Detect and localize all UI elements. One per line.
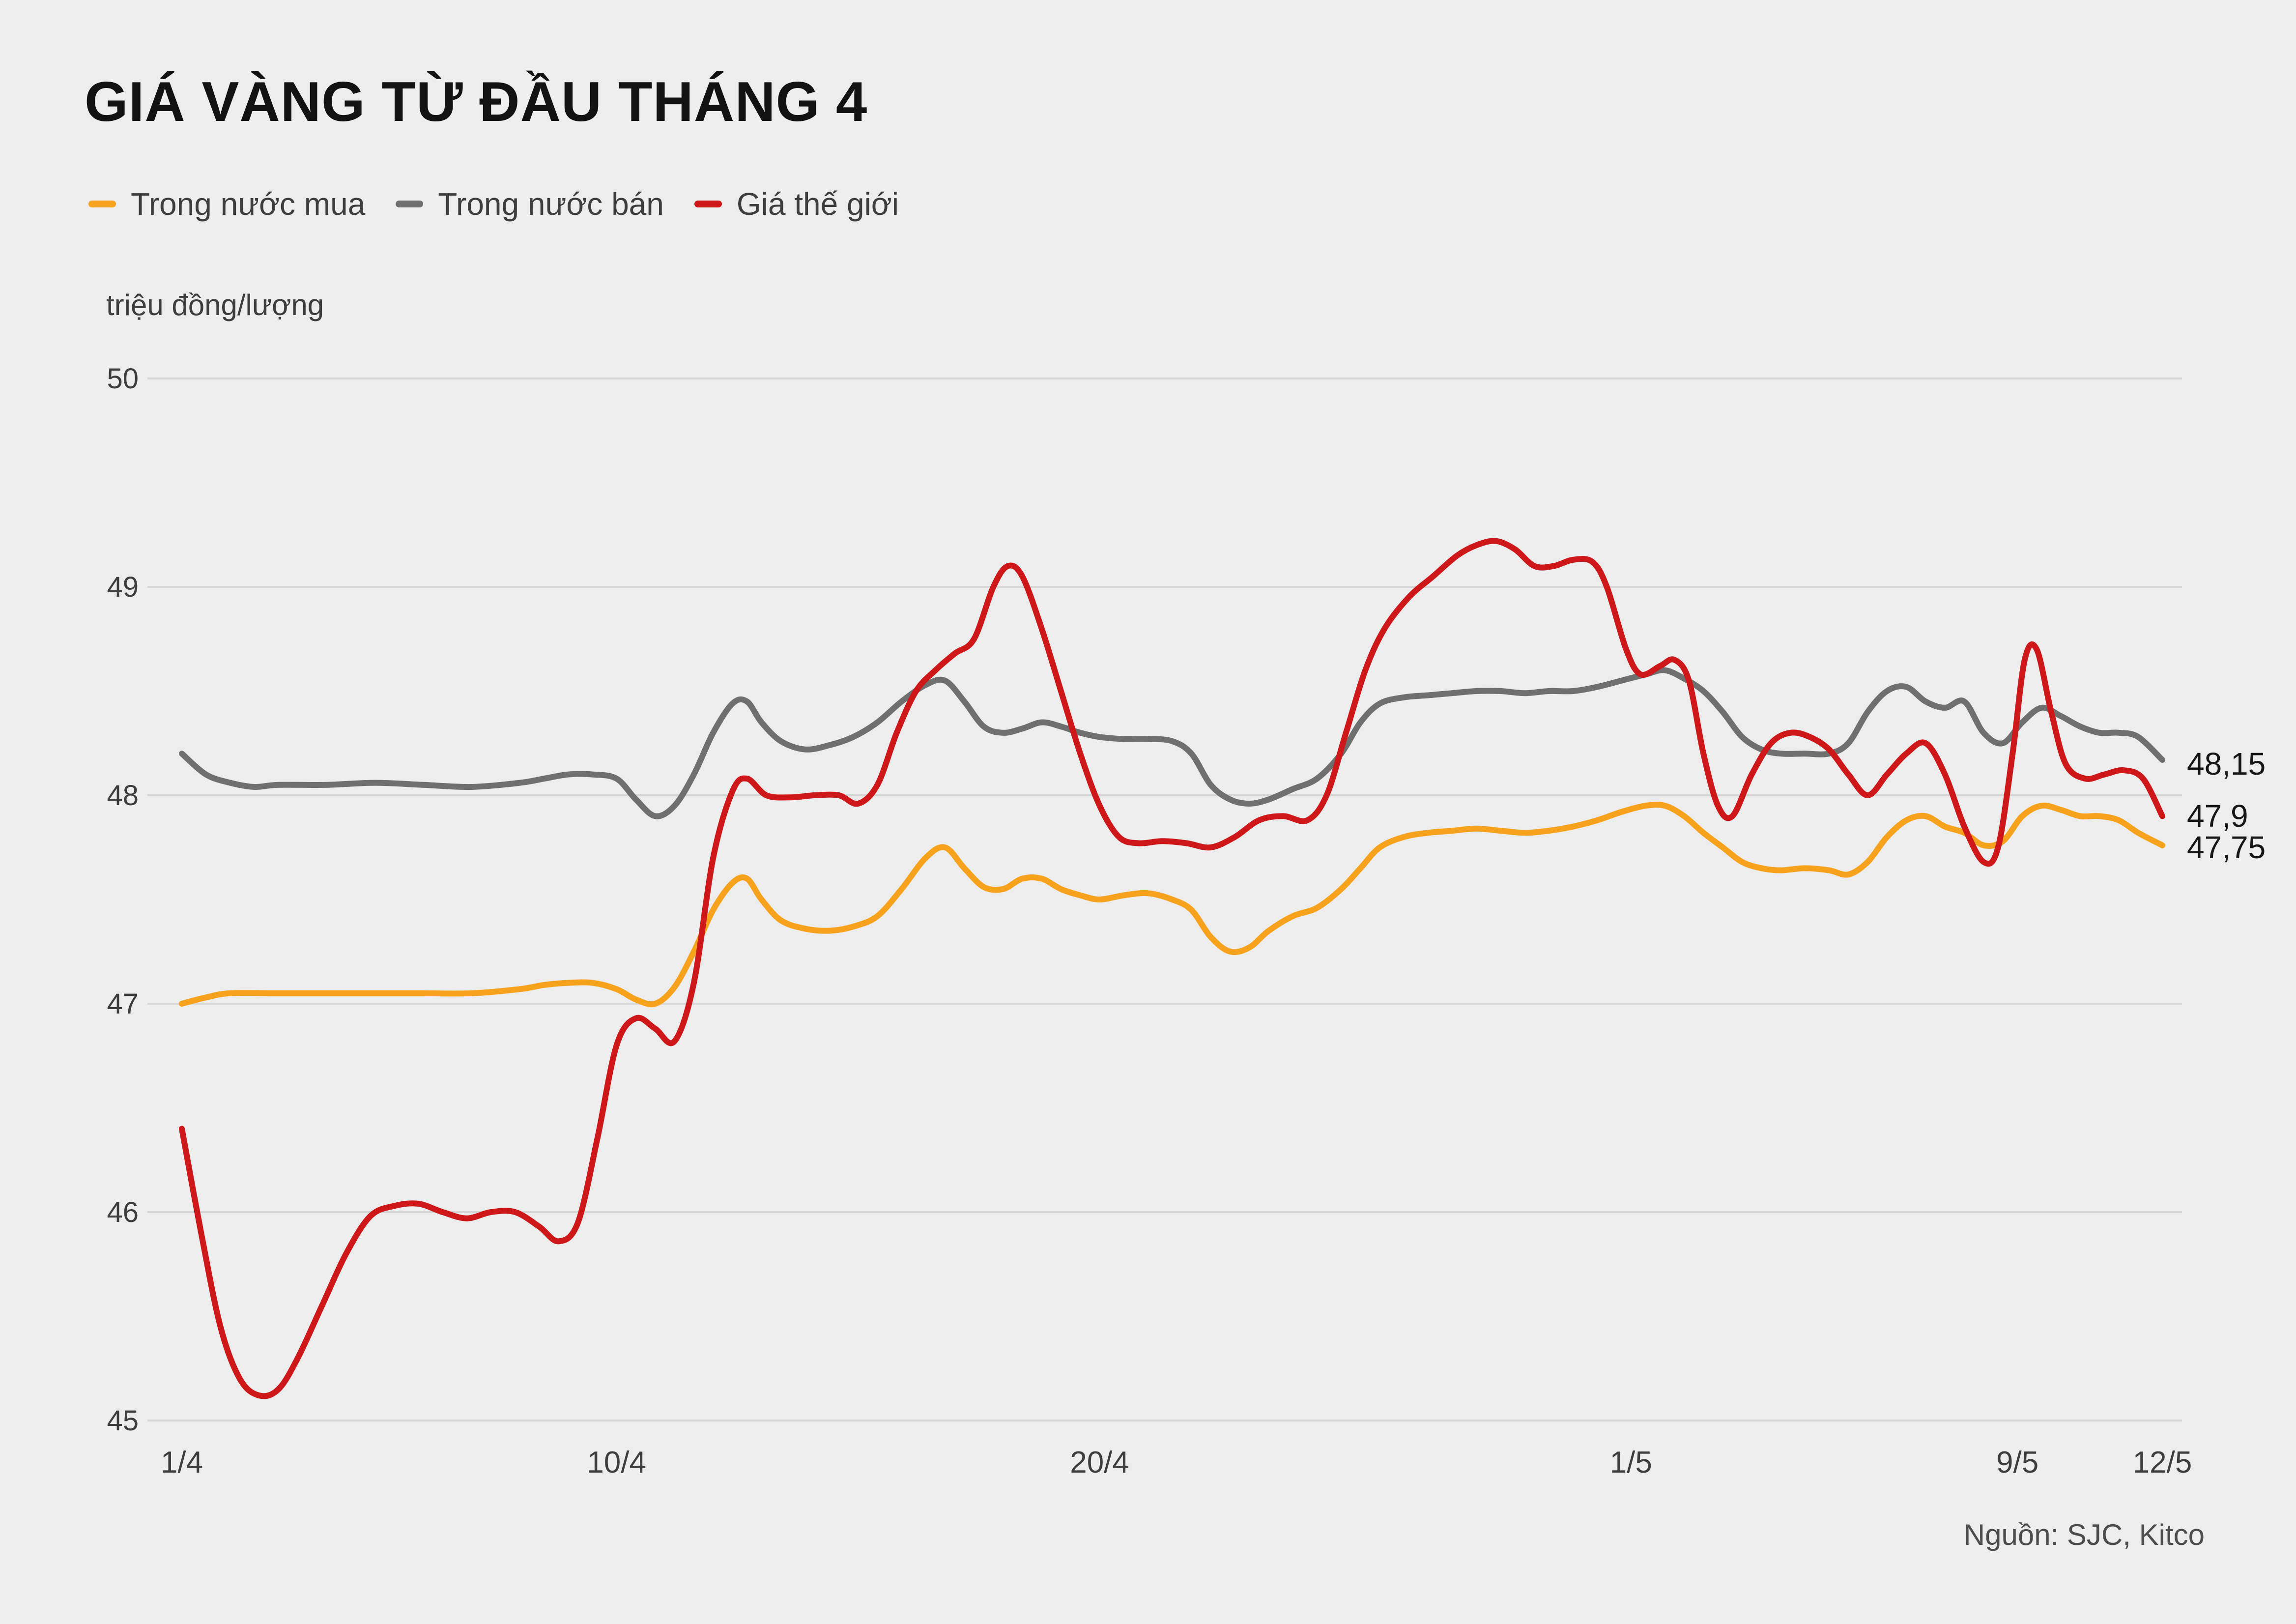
legend-swatch-red-icon bbox=[694, 201, 722, 207]
end-value-trong-nuoc-ban: 48,15 bbox=[2187, 746, 2266, 782]
y-tick-label: 50 bbox=[107, 363, 139, 395]
axis-unit-label: triệu đồng/lượng bbox=[106, 289, 324, 321]
y-tick-label: 45 bbox=[107, 1405, 139, 1437]
x-tick-label: 1/4 bbox=[161, 1446, 203, 1479]
x-tick-label: 9/5 bbox=[1996, 1446, 2038, 1479]
x-tick-label: 10/4 bbox=[587, 1446, 646, 1479]
end-value-trong-nuoc-mua: 47,75 bbox=[2187, 830, 2266, 865]
source-credit: Nguồn: SJC, Kitco bbox=[1963, 1518, 2205, 1551]
legend-label-trong-nuoc-ban: Trong nước bán bbox=[438, 186, 664, 222]
legend-item-trong-nuoc-mua: Trong nước mua bbox=[88, 186, 365, 222]
legend-swatch-gray-icon bbox=[396, 201, 424, 207]
x-tick-label: 12/5 bbox=[2133, 1446, 2192, 1479]
legend-swatch-orange-icon bbox=[88, 201, 116, 207]
y-tick-label: 46 bbox=[107, 1196, 139, 1228]
series-line-gia-the-gioi bbox=[179, 538, 2165, 1399]
end-value-gia-the-gioi: 47,9 bbox=[2187, 798, 2248, 834]
y-tick-label: 48 bbox=[107, 780, 139, 812]
x-tick-label: 1/5 bbox=[1610, 1446, 1652, 1479]
legend-label-trong-nuoc-mua: Trong nước mua bbox=[131, 186, 366, 222]
legend-item-trong-nuoc-ban: Trong nước bán bbox=[396, 186, 664, 222]
y-tick-label: 49 bbox=[107, 571, 139, 603]
series-line-trong-nuoc-ban bbox=[179, 667, 2165, 819]
y-tick-label: 47 bbox=[107, 988, 139, 1020]
series-line-trong-nuoc-mua bbox=[179, 802, 2165, 1008]
legend-label-gia-the-gioi: Giá thế giới bbox=[736, 186, 899, 222]
page-title: GIÁ VÀNG TỪ ĐẦU THÁNG 4 bbox=[85, 71, 868, 133]
chart-legend: Trong nước mua Trong nước bán Giá thế gi… bbox=[88, 186, 929, 222]
x-tick-label: 20/4 bbox=[1070, 1446, 1129, 1479]
legend-item-gia-the-gioi: Giá thế giới bbox=[694, 186, 899, 222]
